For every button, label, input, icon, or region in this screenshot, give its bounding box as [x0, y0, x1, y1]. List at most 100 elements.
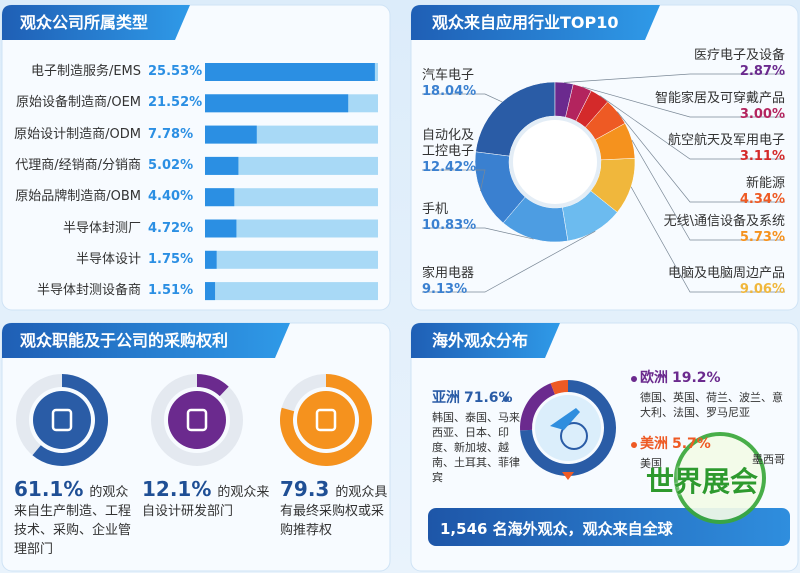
bar-track — [205, 219, 378, 238]
category-label: 半导体封测厂 — [62, 220, 141, 236]
bar-track — [205, 250, 378, 269]
footer-text: 1,546 名海外观众，观众来自全球 — [440, 520, 673, 538]
value-label: 18.04% — [422, 84, 477, 99]
category-label: 原始品牌制造商/OBM — [15, 189, 141, 205]
watermark-logo — [674, 432, 766, 524]
leader-line — [564, 73, 785, 83]
category-label: 医疗电子及设备 — [693, 48, 785, 63]
category-label: 代理商/经销商/分销商 — [15, 157, 141, 173]
region-header: 亚洲 71.6% — [432, 390, 513, 406]
region-header: 欧洲 19.2% — [640, 370, 721, 386]
category-label: 电脑及电脑周边产品 — [667, 266, 785, 281]
ring-text: 的观众具有最终采购权或采购推荐权 — [280, 485, 388, 538]
pin-icon — [562, 472, 574, 480]
region-dot — [631, 376, 637, 382]
panel-title: 观众来自应用行业TOP10 — [432, 13, 619, 32]
value-label: 9.13% — [422, 282, 468, 297]
category-label: 航空航天及军用电子 — [667, 133, 785, 148]
value-label: 1.51% — [148, 283, 194, 299]
ring-value: 79.3 — [280, 477, 330, 501]
ring-text: 的观众来自生产制造、工程技术、采购、企业管理部门 — [14, 485, 132, 557]
ring-caption: 61.1% 的观众来自生产制造、工程技术、采购、企业管理部门 — [14, 477, 134, 559]
value-label: 2.87% — [739, 64, 785, 79]
watermark: 世界展会 — [646, 465, 759, 498]
ring-icon-bg — [33, 391, 91, 449]
bar — [205, 188, 235, 207]
panel-title: 海外观众分布 — [432, 331, 529, 350]
region-countries: 韩国、泰国、马来西亚、日本、印度、新加坡、越南、土耳其、菲律宾 — [432, 411, 520, 484]
plane-icon — [550, 408, 580, 430]
ring-icon — [186, 408, 208, 432]
donut-slice — [520, 383, 555, 431]
tabs — [2, 5, 660, 358]
bar-track — [205, 188, 378, 207]
category-label: 新能源 — [745, 176, 785, 191]
ring-icon-bg — [168, 391, 226, 449]
bar — [205, 156, 239, 175]
globe-icon — [560, 422, 588, 450]
value-label: 25.53% — [148, 64, 203, 79]
category-label: 家用电器 — [422, 266, 475, 281]
donut-hole — [509, 116, 601, 208]
icon-bg — [535, 395, 601, 461]
ring-icon — [51, 408, 73, 432]
bar-track — [205, 282, 378, 301]
leader-line — [422, 169, 486, 191]
category-label: 无线\通信设备及系统 — [663, 214, 785, 229]
extra-label: 墨西哥 — [752, 453, 785, 466]
ring-icon-bg — [297, 391, 355, 449]
region-value: 71.6% — [464, 390, 513, 406]
region-value: 19.2% — [672, 370, 721, 386]
region-value: 5.7% — [672, 436, 711, 452]
marks — [16, 63, 785, 524]
region-dot — [631, 442, 637, 448]
ring-caption: 12.1% 的观众来自设计研发部门 — [142, 477, 272, 521]
category-label: 原始设计制造商/ODM — [14, 126, 141, 142]
region-countries: 美国 — [640, 457, 662, 470]
value-label: 4.34% — [739, 192, 785, 207]
ring-fill — [197, 374, 229, 397]
category-label: 半导体封测设备商 — [36, 283, 141, 299]
leader-line — [631, 140, 785, 241]
bar — [205, 219, 237, 238]
tab — [2, 323, 290, 358]
ring-text: 的观众来自设计研发部门 — [142, 485, 270, 519]
bar-track — [205, 156, 378, 175]
category-label: 汽车电子 — [422, 68, 475, 83]
ring-value: 12.1% — [142, 477, 212, 501]
value-label: 5.73% — [739, 230, 785, 245]
value-label: 21.52% — [148, 95, 203, 111]
value-label: 3.00% — [739, 107, 785, 122]
leader-line — [616, 111, 785, 203]
panel-title: 观众职能及于公司的采购权利 — [20, 331, 229, 350]
bar — [205, 250, 217, 269]
value-label: 12.42% — [422, 160, 477, 175]
bar — [205, 94, 349, 113]
ring-value: 61.1% — [14, 477, 84, 501]
bar — [205, 282, 216, 301]
region-countries: 德国、英国、荷兰、波兰、意大利、法国、罗马尼亚 — [640, 391, 783, 419]
tab — [411, 323, 560, 358]
category-label: 电子制造服务/EMS — [30, 64, 141, 79]
tab — [411, 5, 660, 40]
value-label: 10.83% — [422, 218, 477, 233]
value-label: 5.02% — [148, 157, 194, 173]
region-name: 欧洲 — [640, 370, 668, 386]
leader-line — [582, 86, 785, 118]
category-label: 半导体设计 — [75, 251, 141, 267]
category-label: 原始设备制造商/OEM — [15, 95, 141, 111]
bar — [205, 63, 375, 81]
value-label: 4.72% — [148, 220, 194, 236]
ring-icon — [315, 408, 337, 432]
leader-line — [422, 93, 503, 103]
category-label: 手机 — [422, 202, 449, 217]
ring-fill — [32, 374, 108, 467]
value-label: 4.40% — [148, 189, 194, 205]
leader-line — [422, 227, 534, 240]
region-dot — [503, 396, 509, 402]
value-label: 7.78% — [148, 126, 194, 142]
leader-line — [422, 230, 596, 293]
leader-line — [599, 95, 785, 160]
